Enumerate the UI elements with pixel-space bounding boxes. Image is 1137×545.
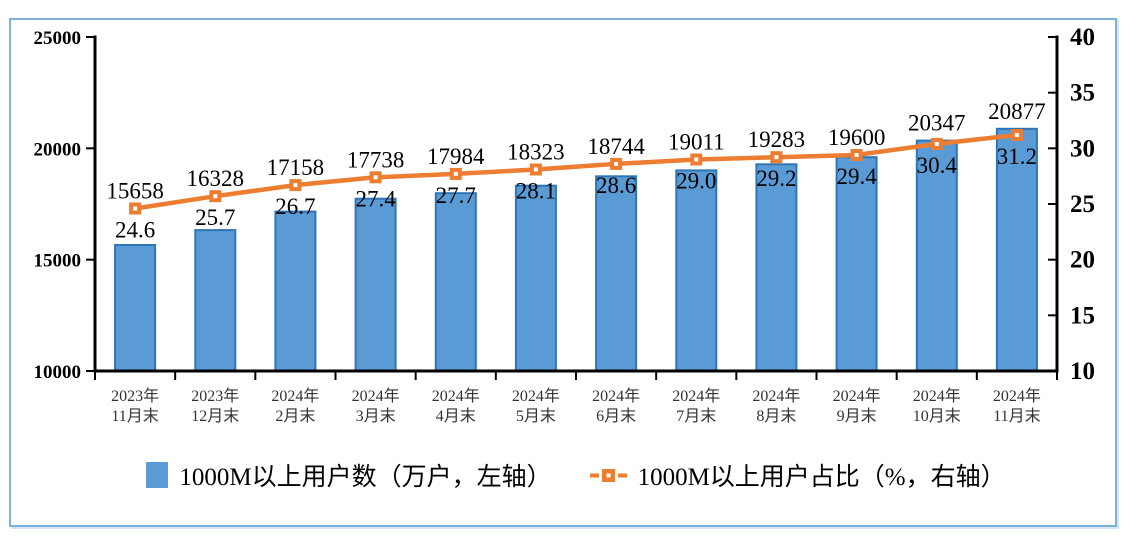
bar-value-label: 16328 <box>187 166 245 191</box>
bar <box>595 175 638 372</box>
bar-value-label: 18323 <box>507 140 565 165</box>
x-category-label: 2024年 7月末 <box>672 387 720 425</box>
line-marker-center <box>774 155 779 160</box>
right-axis-tick-label: 40 <box>1070 24 1095 51</box>
bar-value-label: 19283 <box>748 127 806 152</box>
line-marker-center <box>854 153 859 157</box>
pct-value-label: 29.2 <box>756 166 796 191</box>
left-axis-tick-label: 20000 <box>34 139 82 160</box>
line-marker-center <box>614 161 619 166</box>
x-category-label: 2024年 9月末 <box>833 387 881 425</box>
line-marker-center <box>293 183 298 188</box>
bar-value-label: 17158 <box>267 155 325 180</box>
right-axis-tick-label: 20 <box>1070 247 1095 274</box>
bar <box>755 163 798 372</box>
pct-value-label: 24.6 <box>115 218 155 243</box>
pct-value-label: 28.1 <box>516 179 556 204</box>
line-marker-center <box>213 194 218 199</box>
pct-value-label: 29.4 <box>836 164 877 189</box>
bar-value-label: 15658 <box>106 179 164 204</box>
x-category-label: 2024年 10月末 <box>913 387 961 425</box>
line-series-swatch-icon <box>589 468 627 482</box>
bar-series-legend-label: 1000M以上用户数（万户，左轴） <box>179 464 552 491</box>
bar <box>675 169 718 372</box>
left-axis-tick-label: 10000 <box>34 362 82 383</box>
line-series-legend-label: 1000M以上用户占比（%，右轴） <box>637 464 1006 491</box>
line-marker-center <box>934 141 939 146</box>
pct-value-label: 26.7 <box>275 194 315 219</box>
x-category-label: 2023年 12月末 <box>191 387 239 425</box>
x-category-label: 2024年 5月末 <box>512 387 560 425</box>
right-axis-tick-label: 15 <box>1070 302 1095 329</box>
bar-value-label: 20877 <box>988 99 1046 124</box>
line-marker-center <box>133 206 138 211</box>
x-category-label: 2024年 6月末 <box>592 387 640 425</box>
bar-series-swatch-icon <box>146 462 169 488</box>
bar-value-label: 19600 <box>828 125 886 150</box>
bar <box>434 192 477 372</box>
x-category-label: 2023年 11月末 <box>111 387 159 425</box>
line-marker-center <box>453 171 458 176</box>
bar <box>274 210 317 372</box>
line-marker-center <box>533 167 538 172</box>
bar <box>194 229 237 372</box>
legend-item-line-series: 1000M以上用户占比（%，右轴） <box>589 457 1006 493</box>
pct-value-label: 30.4 <box>917 153 958 178</box>
bar-value-label: 17738 <box>347 147 405 172</box>
x-category-label: 2024年 11月末 <box>993 387 1041 425</box>
chart-legend: 1000M以上用户数（万户，左轴） 1000M以上用户占比（%，右轴） <box>95 455 1057 495</box>
pct-value-label: 29.0 <box>676 169 716 194</box>
x-category-label: 2024年 4月末 <box>432 387 480 425</box>
line-marker-center <box>373 175 378 180</box>
left-axis-tick-label: 15000 <box>34 251 82 272</box>
pct-value-label: 31.2 <box>997 144 1037 169</box>
x-category-label: 2024年 2月末 <box>271 387 319 425</box>
right-axis-tick-label: 35 <box>1070 80 1095 107</box>
bar-value-label: 19011 <box>668 130 725 155</box>
line-marker-center <box>1014 133 1019 137</box>
pct-value-label: 27.4 <box>355 186 396 211</box>
pct-value-label: 25.7 <box>195 205 235 230</box>
pct-value-label: 27.7 <box>436 183 476 208</box>
bar-value-label: 17984 <box>427 144 485 169</box>
bar <box>114 244 157 372</box>
bar-value-label: 20347 <box>908 111 966 136</box>
right-axis-tick-label: 30 <box>1070 135 1095 162</box>
bar-value-label: 18744 <box>587 134 645 159</box>
line-series <box>134 132 1018 211</box>
right-axis-tick-label: 25 <box>1070 191 1095 218</box>
x-category-label: 2024年 8月末 <box>752 387 800 425</box>
bar <box>514 184 557 372</box>
x-category-label: 2024年 3月末 <box>352 387 400 425</box>
legend-item-bar-series: 1000M以上用户数（万户，左轴） <box>146 457 552 493</box>
right-axis-tick-label: 10 <box>1070 358 1095 385</box>
left-axis-tick-label: 25000 <box>34 28 82 49</box>
bar <box>915 139 958 372</box>
pct-value-label: 28.6 <box>596 173 636 198</box>
line-marker-center <box>694 157 699 162</box>
bar <box>354 197 397 372</box>
bar <box>835 156 878 372</box>
